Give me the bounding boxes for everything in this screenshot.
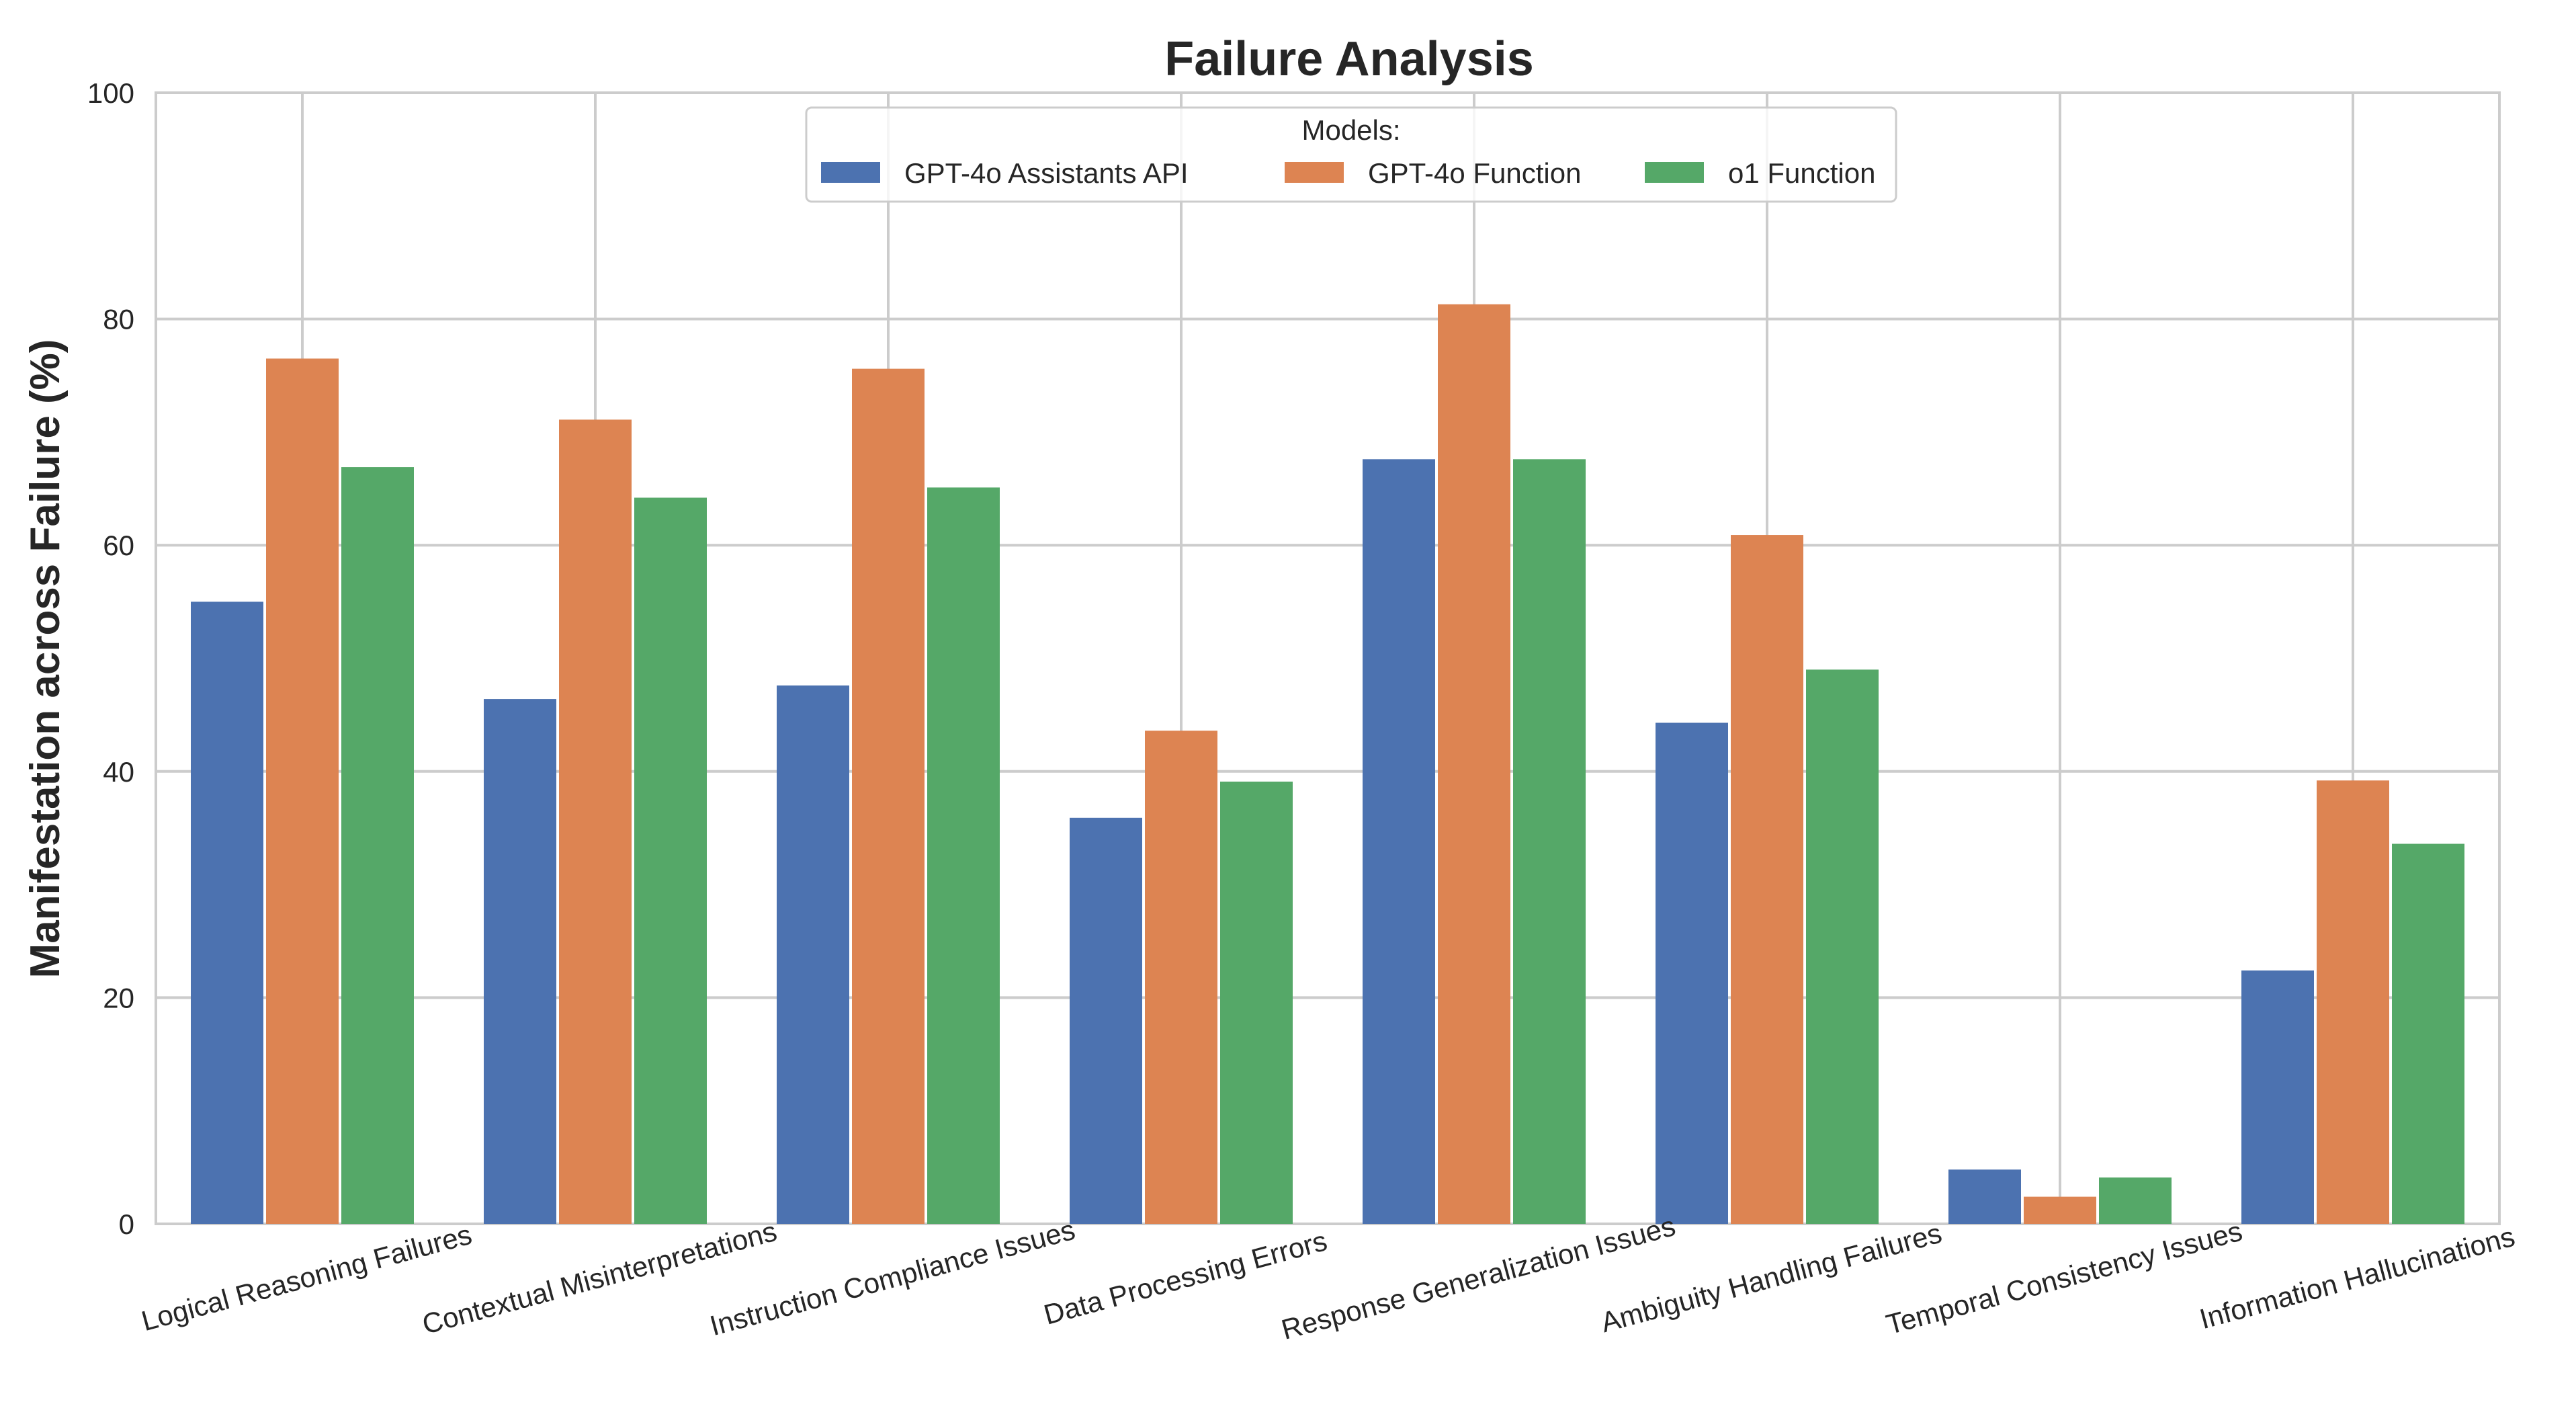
- bar: [1948, 1169, 2021, 1224]
- bar: [1363, 459, 1435, 1224]
- bar: [634, 497, 707, 1225]
- legend-box: [805, 106, 1897, 203]
- bar: [852, 368, 925, 1224]
- bar: [777, 685, 849, 1224]
- y-tick-label: 20: [103, 982, 134, 1014]
- legend-swatch: [821, 162, 880, 183]
- legend-label: GPT-4o Assistants API: [904, 157, 1189, 189]
- bar: [191, 602, 263, 1224]
- bar: [266, 358, 339, 1224]
- plot-frame: [155, 91, 2501, 1225]
- y-tick-label: 60: [103, 530, 134, 561]
- bar: [2099, 1177, 2172, 1224]
- legend-entries: GPT-4o Assistants API GPT-4o Function o1 F…: [821, 157, 1875, 189]
- legend: Models: GPT-4o Assistants API GPT-4o Func…: [805, 106, 1897, 203]
- y-tick-label: 0: [119, 1208, 134, 1240]
- bar: [1806, 669, 1879, 1224]
- bar: [2392, 843, 2464, 1224]
- bar: [1145, 731, 1217, 1224]
- bar: [1438, 304, 1510, 1225]
- bar: [1070, 817, 1142, 1224]
- y-tick-label: 100: [87, 77, 134, 109]
- bar: [2317, 780, 2389, 1224]
- legend-label: o1 Function: [1728, 157, 1875, 189]
- legend-swatch: [1645, 162, 1704, 183]
- y-tick-label: 40: [103, 756, 134, 788]
- bar: [2241, 970, 2314, 1224]
- bar: [341, 467, 414, 1224]
- bar: [1220, 781, 1293, 1224]
- bar: [1656, 722, 1728, 1224]
- legend-label: GPT-4o Function: [1368, 157, 1581, 189]
- bar: [559, 419, 632, 1225]
- bar: [1513, 459, 1586, 1224]
- chart-title: Failure Analysis: [1164, 32, 1534, 86]
- bars: [191, 304, 2464, 1225]
- bar: [1731, 535, 1803, 1224]
- legend-swatch: [1285, 162, 1344, 183]
- y-axis-ticks: 0 20 40 60 80 100: [87, 77, 134, 1240]
- bar: [927, 487, 1000, 1225]
- y-tick-label: 80: [103, 304, 134, 335]
- bar: [484, 699, 556, 1224]
- y-axis-label: Manifestation across Failure (%): [22, 339, 69, 979]
- bar: [2024, 1196, 2096, 1224]
- legend-title: Models:: [1301, 114, 1400, 146]
